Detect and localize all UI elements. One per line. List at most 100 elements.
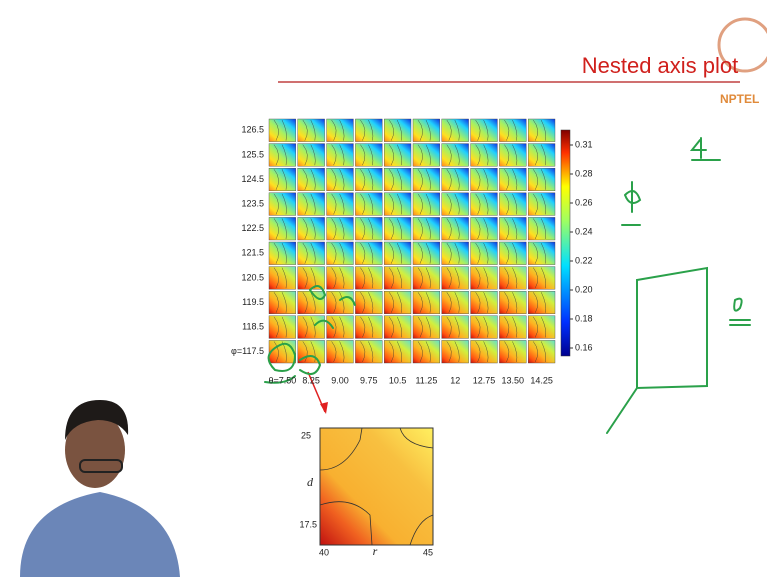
tile bbox=[442, 144, 469, 167]
tile bbox=[269, 193, 296, 216]
inset-x-label: r bbox=[373, 544, 378, 558]
tile bbox=[355, 340, 382, 363]
tile bbox=[471, 193, 498, 216]
col-label: 9.00 bbox=[331, 375, 349, 385]
tile bbox=[471, 168, 498, 191]
tile bbox=[442, 168, 469, 191]
tile bbox=[384, 242, 411, 265]
tile bbox=[384, 119, 411, 142]
tile bbox=[528, 144, 555, 167]
tile bbox=[499, 242, 526, 265]
inset-y-tick: 25 bbox=[301, 430, 311, 440]
tile bbox=[442, 217, 469, 240]
inset-y-tick: 17.5 bbox=[299, 519, 317, 529]
tile bbox=[327, 316, 354, 339]
tile bbox=[528, 267, 555, 290]
tile bbox=[528, 242, 555, 265]
colorbar-tick-label: 0.24 bbox=[575, 226, 593, 236]
presenter bbox=[20, 400, 180, 577]
inset-x-tick: 45 bbox=[423, 547, 433, 557]
tile bbox=[413, 267, 440, 290]
tile bbox=[528, 291, 555, 314]
tile bbox=[327, 291, 354, 314]
colorbar-tick-label: 0.31 bbox=[575, 139, 593, 149]
tile bbox=[413, 144, 440, 167]
tile bbox=[298, 267, 325, 290]
tile bbox=[327, 340, 354, 363]
tile bbox=[413, 119, 440, 142]
tile bbox=[355, 168, 382, 191]
tile bbox=[413, 291, 440, 314]
tile bbox=[442, 242, 469, 265]
tile bbox=[384, 217, 411, 240]
tile bbox=[499, 340, 526, 363]
tile bbox=[471, 291, 498, 314]
tile bbox=[528, 340, 555, 363]
tile bbox=[269, 144, 296, 167]
col-label: 14.25 bbox=[530, 375, 553, 385]
tile bbox=[471, 267, 498, 290]
row-label: 119.5 bbox=[242, 297, 264, 307]
row-label: 123.5 bbox=[241, 198, 264, 208]
tile bbox=[355, 242, 382, 265]
tile bbox=[499, 291, 526, 314]
tile bbox=[471, 316, 498, 339]
col-label: 13.50 bbox=[502, 375, 525, 385]
tile bbox=[269, 119, 296, 142]
tile bbox=[327, 144, 354, 167]
tile bbox=[528, 217, 555, 240]
tile bbox=[298, 144, 325, 167]
tile bbox=[355, 267, 382, 290]
inset-plot bbox=[320, 428, 433, 545]
tile bbox=[442, 291, 469, 314]
tile bbox=[327, 119, 354, 142]
col-label: 10.5 bbox=[389, 375, 407, 385]
tile bbox=[442, 267, 469, 290]
tile bbox=[499, 168, 526, 191]
tile bbox=[499, 193, 526, 216]
tile bbox=[298, 119, 325, 142]
tile bbox=[384, 316, 411, 339]
tile bbox=[413, 193, 440, 216]
tile bbox=[471, 340, 498, 363]
tile bbox=[327, 168, 354, 191]
tile bbox=[413, 242, 440, 265]
tile bbox=[269, 267, 296, 290]
slide: NPTEL Nested axis plot 25 17.5 d 40 r 45… bbox=[0, 0, 767, 577]
colorbar-tick-label: 0.22 bbox=[575, 255, 593, 265]
tile bbox=[442, 340, 469, 363]
colorbar bbox=[561, 130, 570, 356]
tile bbox=[269, 168, 296, 191]
tile-grid bbox=[269, 119, 555, 363]
tile bbox=[528, 168, 555, 191]
tile bbox=[298, 291, 325, 314]
tile bbox=[442, 316, 469, 339]
tile bbox=[384, 144, 411, 167]
tile bbox=[413, 217, 440, 240]
tile bbox=[355, 217, 382, 240]
slide-title: Nested axis plot bbox=[582, 53, 739, 78]
tile bbox=[442, 119, 469, 142]
row-label: 120.5 bbox=[241, 272, 264, 282]
tile bbox=[442, 193, 469, 216]
logo-text: NPTEL bbox=[720, 92, 759, 106]
row-label: φ=117.5 bbox=[231, 346, 264, 356]
tile bbox=[499, 119, 526, 142]
tile bbox=[327, 217, 354, 240]
tile bbox=[327, 193, 354, 216]
tile bbox=[355, 193, 382, 216]
tile bbox=[269, 316, 296, 339]
tile bbox=[528, 316, 555, 339]
tile bbox=[355, 144, 382, 167]
tile bbox=[355, 316, 382, 339]
tile bbox=[499, 316, 526, 339]
inset-x-tick: 40 bbox=[319, 547, 329, 557]
tile bbox=[499, 144, 526, 167]
tile bbox=[499, 267, 526, 290]
tile bbox=[384, 267, 411, 290]
col-label: 8.25 bbox=[302, 375, 320, 385]
row-label: 124.5 bbox=[241, 174, 264, 184]
tile bbox=[471, 119, 498, 142]
col-label: 9.75 bbox=[360, 375, 378, 385]
row-label: 118.5 bbox=[242, 321, 264, 331]
